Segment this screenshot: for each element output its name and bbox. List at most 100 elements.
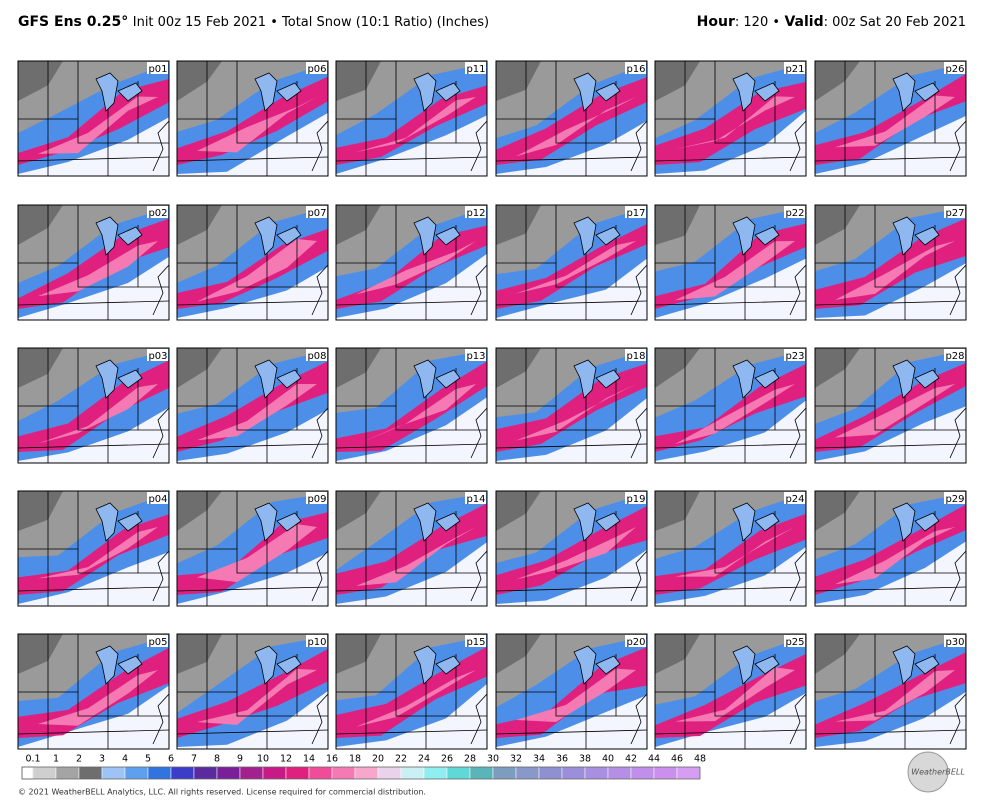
lake [117,655,143,675]
light-pink [38,527,158,579]
panel-label-bg [465,62,486,74]
dark-gray-area [496,634,541,674]
dark-gray-area [18,491,63,531]
model: GFS Ens 0.25° [18,14,128,30]
lake [117,226,143,246]
panel-frame [17,60,170,177]
map-panel [496,491,647,606]
dark-gray-area [496,348,541,388]
map-panel [18,491,169,606]
colorbar-frame [21,766,701,780]
panel-frame [814,347,967,464]
panel-label-bg [625,206,646,218]
colorbar-bin [584,766,609,780]
panel-label: p03 [148,351,167,362]
panel-frame [335,633,488,750]
light-pink [835,241,955,300]
dark-gray-area [177,348,222,388]
panel-frame [814,490,967,607]
dark-gray-area [336,348,381,388]
border [496,300,647,306]
colorbar-label: 18 [349,754,361,765]
panel-label: p09 [307,494,326,505]
pink-band [336,85,487,165]
panel-label-bg [784,349,805,361]
panel-label-bg [306,492,327,504]
valid: : 00z Sat 20 Feb 2021 [824,15,966,30]
lake [573,216,597,256]
panel-label-bg [944,349,965,361]
dark-gray-area [496,61,541,101]
coast [311,550,328,602]
border [18,729,169,735]
panel-frame [17,633,170,750]
lake [573,72,597,112]
colorbar-label: 32 [510,754,522,765]
valid-info: Hour: 120 • Valid: 00z Sat 20 Feb 2021 [697,14,966,30]
light-pink [197,384,317,441]
lake [595,226,621,246]
border [336,156,487,162]
border [655,729,806,735]
map-panel [496,205,647,320]
border [336,443,487,449]
map-panel [655,61,806,176]
colorbar-bin [538,766,563,780]
panel-label: p24 [785,494,804,505]
lake [754,655,780,675]
coast [949,550,966,602]
colorbar-bin [377,766,402,780]
panel-label: p17 [626,208,645,219]
dark-gray-area [815,348,860,388]
coast [470,264,487,316]
panel-label-bg [465,206,486,218]
lake [732,72,756,112]
dark-gray-area [815,634,860,674]
dark-gray-area [655,205,700,245]
colorbar-bin [170,766,195,780]
colorbar-bin [446,766,471,780]
lake [413,216,437,256]
pink-band [336,361,487,452]
border [18,300,169,306]
coast [630,693,647,745]
coast [789,120,806,172]
coast [311,120,328,172]
map-panel [336,491,487,606]
lake [914,369,940,389]
dark-gray-area [336,491,381,531]
lake [754,512,780,532]
lake [95,645,119,685]
panel-label-bg [944,62,965,74]
coast [630,120,647,172]
map-panel [177,205,328,320]
map-panel [177,634,328,749]
panel-label-bg [306,62,327,74]
border [177,729,328,735]
panel-label: p16 [626,64,645,75]
colorbar-label: 24 [418,754,430,765]
panel-label-bg [465,492,486,504]
panel-frame [814,60,967,177]
border [336,300,487,306]
lake [254,72,278,112]
map-panel [815,348,966,463]
lake [435,82,461,102]
colorbar-bin [32,766,57,780]
light-pink [835,384,955,438]
colorbar-bin [561,766,586,780]
coast [949,264,966,316]
dark-gray-area [336,61,381,101]
panel-frame [335,60,488,177]
map-panel [815,61,966,176]
colorbar-bin [331,766,356,780]
lake [254,359,278,399]
dark-gray-area [815,205,860,245]
map-panel [496,348,647,463]
lake [276,512,302,532]
map-panel [336,348,487,463]
map-panel [177,491,328,606]
panel-label-bg [147,206,168,218]
border [815,156,966,162]
lake [117,82,143,102]
